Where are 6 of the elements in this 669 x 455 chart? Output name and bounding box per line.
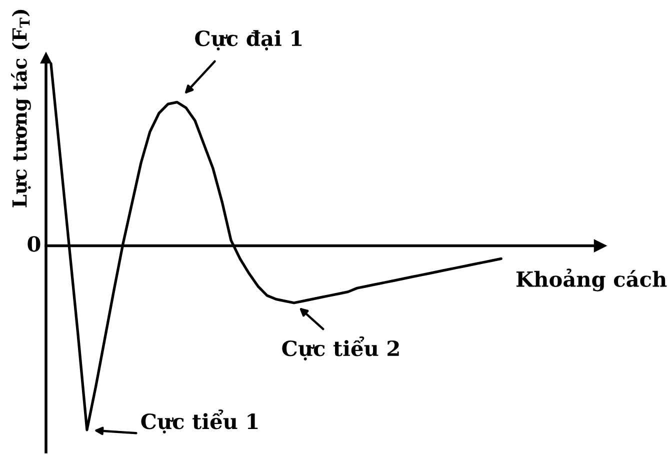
- text: Cực đại 1: [195, 30, 302, 50]
- annotation: Cực tiểu 1: [141, 409, 258, 434]
- x-axis-title: Khoảng cách: [516, 268, 667, 292]
- text: 0: [28, 236, 40, 252]
- annotation: Cực tiểu 2: [282, 336, 399, 360]
- y-axis-title: Lực tương tác (F$_{T}$): [11, 10, 31, 208]
